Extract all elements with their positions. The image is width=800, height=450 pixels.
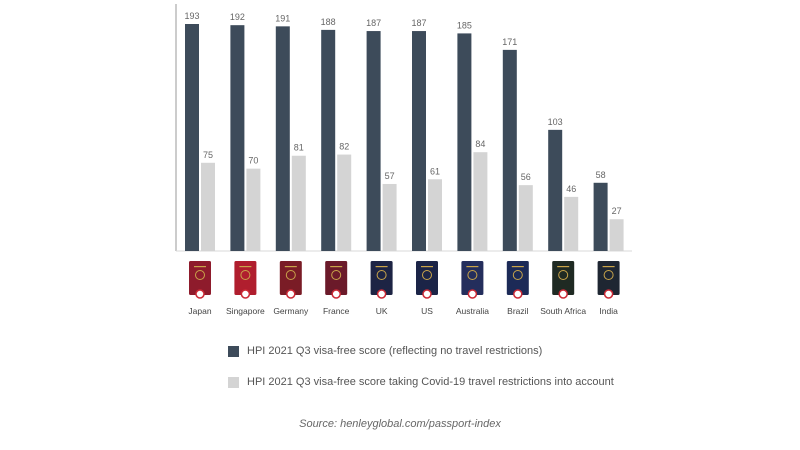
bar-covid-restrictions	[337, 154, 352, 251]
bar-no-restrictions	[593, 182, 608, 251]
data-label: 171	[502, 37, 517, 47]
us-passport-icon	[416, 261, 438, 299]
category-label: Australia	[456, 306, 489, 316]
bar-covid-restrictions	[473, 152, 488, 251]
data-label: 46	[566, 184, 576, 194]
category-label: US	[421, 306, 433, 316]
data-label: 61	[430, 166, 440, 176]
legend-label: HPI 2021 Q3 visa-free score (reflecting …	[247, 345, 543, 357]
bar-covid-restrictions	[382, 183, 397, 251]
bar-no-restrictions	[502, 49, 517, 252]
data-label: 192	[230, 12, 245, 22]
bar-covid-restrictions	[201, 162, 215, 251]
bar-covid-restrictions	[609, 219, 624, 251]
source-note: Source: henleyglobal.com/passport-index	[299, 418, 501, 430]
category-label: Brazil	[507, 306, 528, 316]
category-label: France	[323, 306, 350, 316]
legend-item-no-restrictions: HPI 2021 Q3 visa-free score (reflecting …	[228, 343, 614, 359]
bar-no-restrictions	[548, 129, 563, 251]
bar-no-restrictions	[457, 33, 472, 251]
data-label: 27	[612, 206, 622, 216]
data-label: 188	[321, 17, 336, 27]
category-label: India	[599, 306, 618, 316]
legend-swatch-dark	[228, 345, 239, 357]
chart-canvas: 193 75 Japan 192 70 Singapore 191 81 Germany 188 8…	[175, 4, 632, 316]
south-africa-passport-icon	[552, 261, 575, 299]
india-passport-icon	[597, 261, 620, 299]
category-label: Japan	[188, 306, 211, 316]
data-label: 187	[411, 18, 426, 28]
data-label: 191	[275, 13, 290, 23]
data-label: 187	[366, 18, 381, 28]
bar-no-restrictions	[230, 25, 245, 252]
category-label: UK	[376, 306, 388, 316]
bar-chart: 193 75 Japan 192 70 Singapore 191 81 Germany 188 8…	[175, 4, 632, 316]
australia-passport-icon	[461, 261, 484, 299]
data-label: 57	[385, 171, 395, 181]
legend-swatch-light	[228, 376, 239, 388]
category-label: Germany	[273, 306, 309, 316]
data-label: 82	[339, 142, 349, 152]
bar-no-restrictions	[412, 31, 426, 252]
data-label: 193	[184, 11, 199, 21]
germany-passport-icon	[279, 261, 302, 299]
legend-label: HPI 2021 Q3 visa-free score taking Covid…	[247, 376, 614, 388]
legend-item-covid-restrictions: HPI 2021 Q3 visa-free score taking Covid…	[228, 374, 614, 390]
bar-no-restrictions	[366, 31, 381, 252]
japan-passport-icon	[189, 261, 211, 299]
bar-no-restrictions	[321, 29, 336, 251]
data-label: 56	[521, 172, 531, 182]
category-label: Singapore	[226, 306, 265, 316]
bar-covid-restrictions	[428, 179, 442, 251]
data-label: 103	[548, 117, 563, 127]
data-label: 58	[596, 170, 606, 180]
legend: HPI 2021 Q3 visa-free score (reflecting …	[228, 343, 614, 405]
bar-covid-restrictions	[518, 185, 533, 251]
data-label: 84	[475, 139, 485, 149]
data-label: 70	[248, 156, 258, 166]
singapore-passport-icon	[234, 261, 257, 299]
data-label: 75	[203, 150, 213, 160]
data-label: 185	[457, 20, 472, 30]
data-label: 81	[294, 143, 304, 153]
bar-covid-restrictions	[291, 155, 306, 251]
bar-covid-restrictions	[246, 168, 261, 251]
bar-no-restrictions	[185, 24, 199, 251]
bar-no-restrictions	[275, 26, 290, 252]
france-passport-icon	[325, 261, 348, 299]
uk-passport-icon	[370, 261, 393, 299]
bar-covid-restrictions	[564, 196, 579, 251]
category-label: South Africa	[540, 306, 586, 316]
brazil-passport-icon	[506, 261, 529, 299]
